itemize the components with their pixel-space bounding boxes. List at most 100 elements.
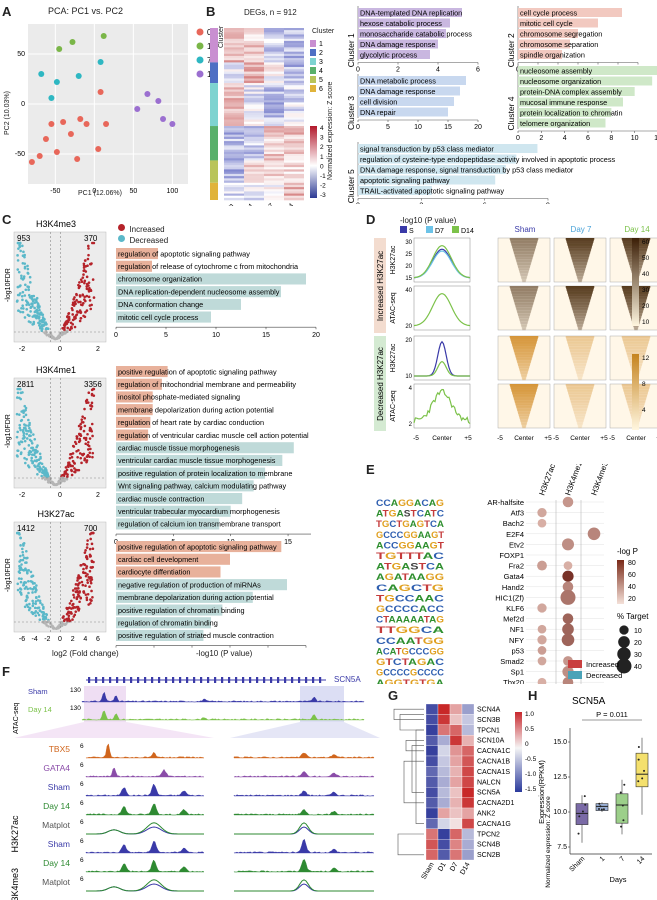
ion-heat-cell (437, 787, 451, 798)
volcano-point (41, 316, 45, 319)
volcano-right-count: 3356 (84, 380, 102, 389)
pval-legend-label: D7 (435, 228, 444, 235)
cluster-go-tick: 10 (414, 124, 422, 131)
volcano-point (34, 602, 37, 606)
go-term: regulation of mitochondrial membrane and… (118, 380, 296, 389)
deg-cell (284, 28, 304, 31)
deg-cell (264, 145, 284, 148)
cluster-go-tick: 0 (356, 67, 360, 74)
go-bar (116, 442, 294, 454)
cluster-go-term: signal transduction by p53 class mediato… (360, 145, 494, 154)
profile-ytick: 20 (405, 324, 412, 330)
volcano-point (28, 296, 32, 299)
deg-cell (244, 156, 264, 159)
pca-point (97, 89, 104, 95)
profile-heatmap-row (516, 308, 532, 310)
deg-cell (284, 197, 304, 201)
gene-exon (228, 677, 231, 683)
profile-heatmap-row (521, 424, 527, 427)
ion-gene-label: CACNA1B (477, 759, 510, 766)
deg-cell (284, 123, 304, 127)
deg-cell (284, 93, 304, 97)
deg-cell (244, 128, 264, 131)
boxplot-category: 1 (599, 855, 607, 863)
go-term: regulation of apoptotic signaling pathwa… (118, 249, 250, 258)
profile-heatmap-row (520, 323, 528, 326)
profile-heatmap-row (521, 278, 527, 281)
volcano-point (29, 570, 33, 574)
boxplot-category: Sham (569, 855, 587, 873)
deg-cell (264, 66, 284, 70)
profile-heatmap-row (625, 350, 647, 352)
volcano-point (19, 310, 22, 314)
deg-cell (244, 83, 264, 86)
pca-xtick: 0 (92, 188, 96, 195)
volcano-point (79, 422, 82, 426)
profile-heatmap-row (578, 328, 582, 331)
go-bar (116, 391, 153, 403)
volcano-point (45, 612, 48, 616)
browser-track-label: Sham (48, 839, 70, 849)
deg-cell (244, 121, 264, 125)
profile-heatmap-row (514, 353, 534, 356)
deg-cell (284, 173, 304, 177)
deg-cell (264, 106, 284, 110)
panel-b-letter: B (206, 4, 216, 19)
volcano-point (79, 278, 83, 281)
deg-cell (264, 132, 284, 135)
go-bar (116, 617, 211, 629)
heatmap-xtick: -5 (553, 435, 559, 442)
go-term: positive regulation of striated muscle c… (118, 631, 274, 640)
volcano-legend: Increased Decreased (118, 219, 168, 245)
volcano-point (62, 323, 66, 327)
pca-point (134, 106, 141, 112)
cluster-strip-2 (210, 62, 218, 84)
ion-heat-cell (425, 807, 439, 819)
profile-heatmap-row (517, 263, 531, 265)
volcano-point (64, 466, 68, 469)
volcano-point (89, 581, 93, 585)
volcano-point (71, 618, 74, 621)
profile-heatmap-row (577, 375, 583, 378)
deg-cell (244, 60, 264, 63)
colorbar-tick-bottom: 8 (642, 381, 646, 388)
deg-cell (224, 136, 244, 140)
pval-legend-label: D14 (461, 228, 474, 235)
pval-legend-swatch (400, 226, 407, 233)
pca-point (95, 146, 102, 152)
cluster-go-bar (358, 86, 460, 96)
volcano-point (68, 456, 72, 460)
zscore-tick: 2 (320, 144, 324, 151)
deg-cell (224, 143, 244, 146)
volcano-point (25, 603, 29, 607)
boxplot-point (577, 832, 580, 835)
ion-heat-cell (425, 839, 439, 850)
profile-heatmap-row (568, 395, 592, 397)
deg-cell (284, 132, 304, 135)
boxplot-point (637, 758, 640, 761)
volcano-point (79, 300, 82, 304)
deg-cell (224, 132, 244, 135)
volcano-point (90, 422, 94, 426)
gene-exon (277, 677, 280, 683)
cluster-strip-3 (210, 83, 218, 127)
deg-cell (224, 164, 244, 168)
volcano-point (87, 247, 90, 250)
volcano-point (37, 595, 41, 598)
volcano-point (31, 602, 35, 605)
volcano-point (83, 551, 87, 554)
volcano-point (65, 322, 69, 326)
profile-heatmap-row (516, 407, 532, 410)
profile-heatmap-row (575, 319, 585, 321)
cluster-go-bar (358, 76, 466, 85)
deg-cell (224, 167, 244, 170)
cluster-go-bar (358, 144, 538, 153)
deg-cell (244, 130, 264, 133)
volcano-point (65, 478, 69, 481)
volcano-point (18, 423, 22, 427)
pval-legend-label: S (409, 228, 414, 235)
volcano-xtick: 6 (96, 636, 100, 643)
deg-cell (224, 76, 244, 79)
volcano-point (85, 401, 88, 405)
volcano-point (33, 298, 37, 301)
